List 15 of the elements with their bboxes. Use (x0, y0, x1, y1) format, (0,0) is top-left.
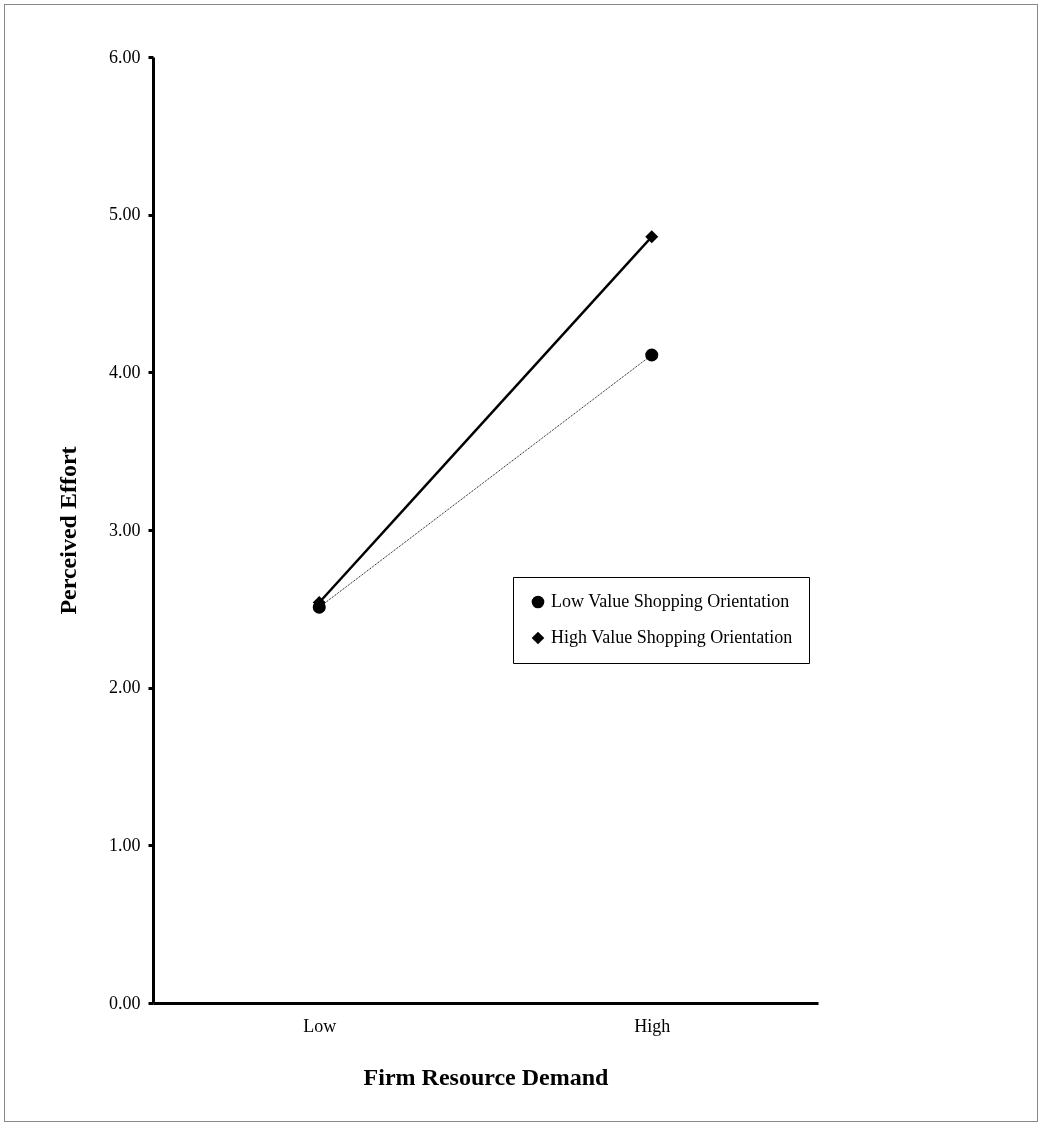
y-tick-label: 3.00 (109, 519, 141, 540)
y-tick-label: 6.00 (109, 46, 141, 67)
x-tick-label: High (634, 1015, 671, 1036)
x-axis-title: Firm Resource Demand (363, 1063, 610, 1090)
y-tick-label: 4.00 (109, 361, 141, 382)
x-tick-label: Low (303, 1015, 337, 1036)
legend-label: High Value Shopping Orientation (551, 627, 793, 647)
point (645, 230, 659, 244)
point (645, 348, 659, 362)
y-tick-label: 0.00 (109, 992, 141, 1013)
y-tick-label: 5.00 (109, 204, 141, 225)
y-axis-title: Perceived Effort (55, 446, 81, 615)
y-tick-label: 1.00 (109, 834, 141, 855)
y-tick-label: 2.00 (109, 677, 141, 698)
legend-label: Low Value Shopping Orientation (551, 591, 790, 611)
